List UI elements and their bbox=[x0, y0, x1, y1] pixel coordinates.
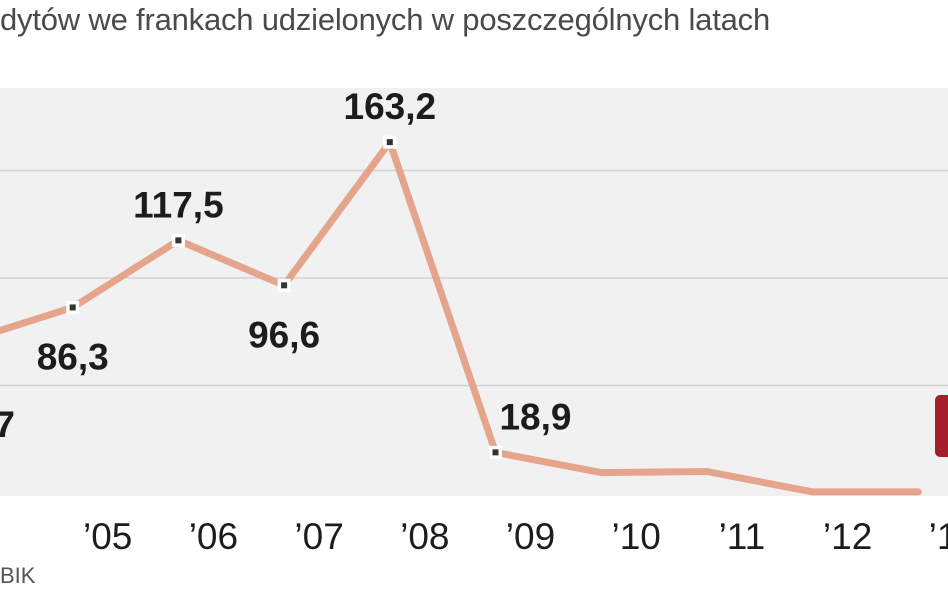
x-tick-label: ’09 bbox=[506, 516, 555, 557]
x-tick-label: ’05 bbox=[83, 516, 132, 557]
plot-area bbox=[0, 88, 948, 496]
data-label: 18,9 bbox=[499, 396, 571, 437]
chart-title: dytów we frankach udzielonych w poszczeg… bbox=[0, 2, 770, 37]
data-label: 117,5 bbox=[133, 184, 224, 225]
data-point-dot bbox=[175, 237, 182, 244]
data-label: 86,3 bbox=[37, 336, 109, 377]
x-tick-label: ’07 bbox=[294, 516, 343, 557]
x-tick-label: ’06 bbox=[189, 516, 238, 557]
data-label: 7 bbox=[0, 404, 15, 445]
callout-box bbox=[935, 395, 948, 457]
x-tick-label: ’08 bbox=[400, 516, 449, 557]
data-point-dot bbox=[69, 304, 76, 311]
data-point-dot bbox=[281, 282, 288, 289]
source-label: BIK bbox=[0, 563, 36, 588]
data-point-dot bbox=[386, 139, 393, 146]
x-tick-label: ’11 bbox=[719, 516, 766, 557]
data-point-dot bbox=[492, 449, 499, 456]
x-tick-label: ’10 bbox=[612, 516, 661, 557]
x-tick-label: ’12 bbox=[823, 516, 872, 557]
x-tick-label: ’13 bbox=[929, 516, 948, 557]
data-label: 96,6 bbox=[248, 314, 320, 355]
data-label: 163,2 bbox=[344, 86, 437, 127]
series-line bbox=[0, 138, 922, 496]
